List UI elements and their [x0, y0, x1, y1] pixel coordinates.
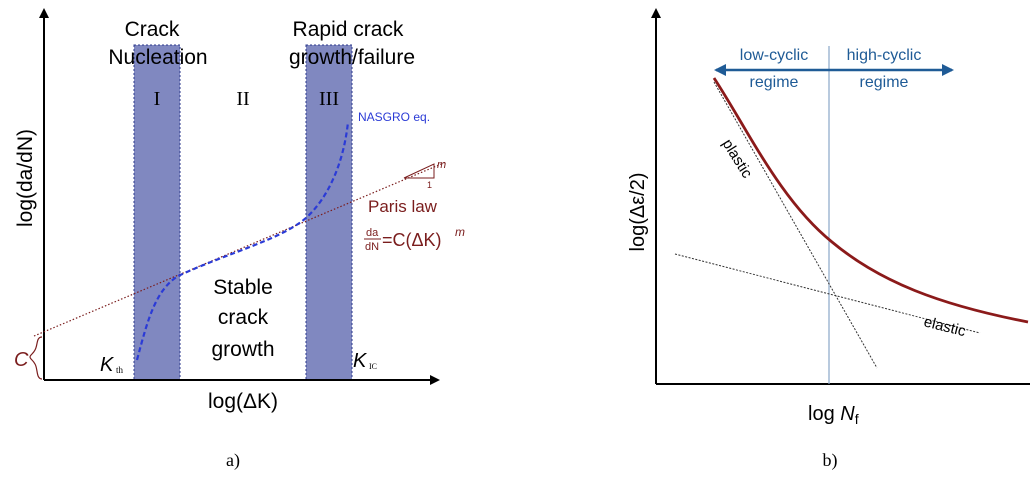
- strain-life-curve: [712, 77, 1029, 324]
- title-crack-nucleation-line1: Crack: [125, 18, 180, 41]
- panel-a-x-axis-label: log(ΔK): [208, 390, 278, 413]
- paris-law-line: [33, 161, 447, 337]
- region-label-i: I: [154, 88, 161, 110]
- stable-growth-line1: Stable: [213, 276, 273, 299]
- panel-b-x-axis-label-main: log: [808, 403, 840, 425]
- c-intercept-brace: [29, 336, 43, 380]
- low-cyclic-regime-line2: regime: [750, 74, 799, 91]
- low-cyclic-regime-line1: low-cyclic: [740, 47, 808, 64]
- high-cyclic-regime-line2: regime: [860, 74, 909, 91]
- nasgro-label: NASGRO eq.: [358, 110, 430, 124]
- panel-b-y-axis-label: log(Δε/2): [627, 173, 649, 252]
- elastic-line: [674, 253, 981, 334]
- elastic-label: elastic: [922, 313, 968, 340]
- paris-eq-rhs: =C(ΔK): [382, 230, 442, 250]
- title-rapid-growth-line1: Rapid crack: [293, 18, 404, 41]
- region-band-i: [133, 44, 181, 381]
- paris-eq-denominator: dN: [365, 241, 379, 253]
- panel-a-caption: a): [226, 450, 240, 471]
- paris-eq-numerator: da: [366, 227, 379, 239]
- plastic-line: [713, 81, 878, 369]
- title-crack-nucleation-line2: Nucleation: [108, 46, 207, 69]
- paris-law-label: Paris law: [368, 197, 438, 216]
- region-label-ii: II: [236, 88, 249, 110]
- slope-m-label: m: [437, 159, 446, 171]
- k-ic-label: K: [353, 350, 368, 372]
- panel-a: m 1 Crack Nucleation Rapid crack growth/…: [14, 8, 465, 471]
- paris-eq-exponent: m: [455, 225, 465, 239]
- k-th-subscript: th: [116, 365, 124, 375]
- panel-b-caption: b): [823, 450, 838, 471]
- slope-run-label: 1: [427, 180, 432, 190]
- k-ic-subscript: IC: [369, 362, 377, 371]
- nasgro-curve: [135, 121, 350, 361]
- panel-b-x-axis-label-sub: f: [855, 411, 859, 427]
- panel-b: low-cyclic regime high-cyclic regime pla…: [627, 8, 1030, 471]
- panel-a-y-axis-label: log(da/dN): [14, 129, 37, 227]
- high-cyclic-regime-line1: high-cyclic: [847, 47, 922, 64]
- panel-b-x-axis-label-var: N: [840, 403, 855, 425]
- k-th-label: K: [100, 354, 115, 376]
- region-label-iii: III: [319, 88, 339, 110]
- title-rapid-growth-line2: growth/failure: [289, 46, 415, 69]
- region-band-iii: [305, 44, 353, 381]
- plastic-label: plastic: [719, 136, 756, 181]
- slope-triangle: [403, 163, 435, 179]
- panel-b-x-axis-label: log Nf: [808, 403, 859, 427]
- c-intercept-label: C: [14, 349, 29, 371]
- stable-growth-line2: crack: [218, 306, 269, 329]
- stable-growth-line3: growth: [211, 338, 274, 361]
